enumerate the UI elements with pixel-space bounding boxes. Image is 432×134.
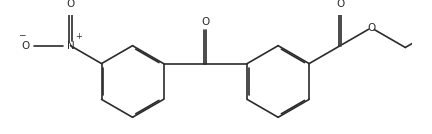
Text: O: O: [22, 41, 30, 51]
Text: O: O: [67, 0, 75, 9]
Text: +: +: [75, 32, 82, 41]
Text: O: O: [367, 23, 375, 33]
Text: O: O: [336, 0, 344, 9]
Text: N: N: [67, 41, 74, 51]
Text: O: O: [201, 17, 210, 27]
Text: −: −: [18, 30, 25, 39]
